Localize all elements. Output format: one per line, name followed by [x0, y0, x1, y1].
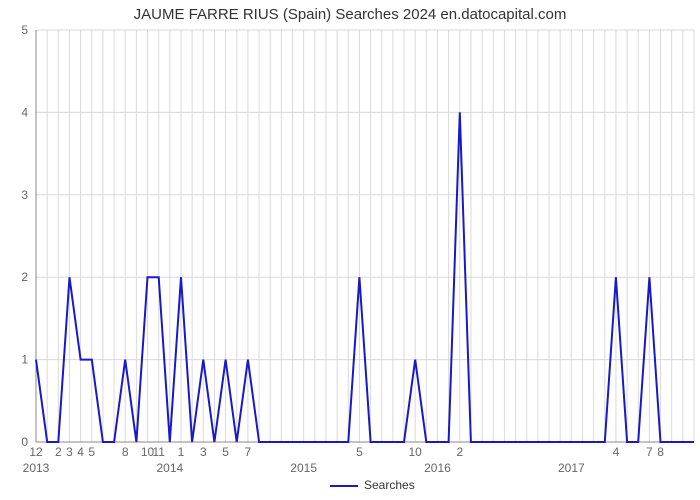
x-month-label: 11: [152, 445, 165, 459]
x-month-label: 7: [646, 445, 653, 459]
x-month-label: 5: [88, 445, 95, 459]
legend-swatch: [330, 485, 358, 487]
x-month-label: 8: [122, 445, 129, 459]
x-month-label: 2: [456, 445, 463, 459]
chart-svg: 0123451223458101113575102478201320142015…: [0, 0, 700, 500]
y-tick-label: 1: [21, 353, 28, 367]
legend: Searches: [330, 478, 415, 492]
x-month-label: 4: [77, 445, 84, 459]
x-month-label: 3: [200, 445, 207, 459]
x-month-label: 4: [613, 445, 620, 459]
x-month-label: 2: [55, 445, 62, 459]
y-tick-label: 5: [21, 23, 28, 37]
y-tick-label: 3: [21, 188, 28, 202]
x-month-label: 10: [409, 445, 423, 459]
x-year-label: 2014: [156, 461, 183, 475]
x-month-label: 8: [657, 445, 664, 459]
x-month-label: 7: [245, 445, 252, 459]
x-year-label: 2015: [290, 461, 317, 475]
chart-container: JAUME FARRE RIUS (Spain) Searches 2024 e…: [0, 0, 700, 500]
x-month-label: 3: [66, 445, 73, 459]
x-month-label: 1: [178, 445, 185, 459]
x-year-label: 2013: [23, 461, 50, 475]
x-year-label: 2017: [558, 461, 585, 475]
x-month-label: 5: [222, 445, 229, 459]
y-tick-label: 4: [21, 105, 28, 119]
y-tick-label: 2: [21, 270, 28, 284]
legend-label: Searches: [364, 478, 415, 492]
y-tick-label: 0: [21, 435, 28, 449]
chart-title: JAUME FARRE RIUS (Spain) Searches 2024 e…: [0, 6, 700, 23]
x-month-label: 12: [29, 445, 43, 459]
x-month-label: 5: [356, 445, 363, 459]
x-year-label: 2016: [424, 461, 451, 475]
